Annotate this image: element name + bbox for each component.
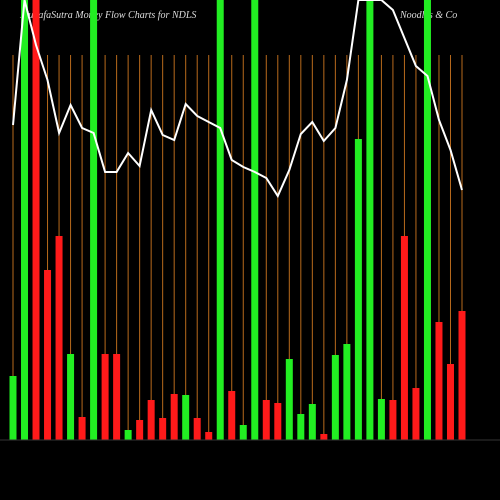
bar (320, 434, 328, 440)
bar (354, 139, 362, 440)
bar (435, 322, 443, 440)
bar (101, 354, 109, 440)
bar (67, 354, 75, 440)
bar (113, 354, 121, 440)
bar (78, 417, 86, 440)
bar (216, 0, 224, 440)
bar (366, 0, 374, 440)
bar (331, 355, 339, 440)
bar (446, 364, 454, 440)
chart-title: MunafaSutra Money Flow Charts for NDLS (19, 10, 196, 21)
bar (308, 404, 316, 440)
bar (377, 399, 385, 440)
bar (400, 236, 408, 440)
bar (343, 344, 351, 440)
bar (423, 0, 431, 440)
bar (297, 414, 305, 440)
bar (389, 400, 397, 440)
bar (239, 425, 247, 440)
bar (159, 418, 167, 440)
bar (90, 0, 98, 440)
bar (147, 400, 155, 440)
bar (124, 430, 132, 440)
bar (228, 391, 236, 440)
bar (285, 359, 293, 440)
bar (458, 311, 466, 440)
bar (262, 400, 270, 440)
bar (251, 0, 259, 440)
bar (44, 270, 52, 440)
bar (205, 432, 213, 440)
bar (136, 420, 144, 440)
bar (182, 395, 190, 440)
bar (55, 236, 63, 440)
bar (193, 418, 201, 440)
flow-line (12, 0, 463, 199)
bar (32, 0, 40, 440)
bar (412, 388, 420, 440)
bar (274, 403, 282, 440)
bar (170, 394, 178, 440)
bar (21, 0, 29, 440)
bar (9, 376, 17, 440)
